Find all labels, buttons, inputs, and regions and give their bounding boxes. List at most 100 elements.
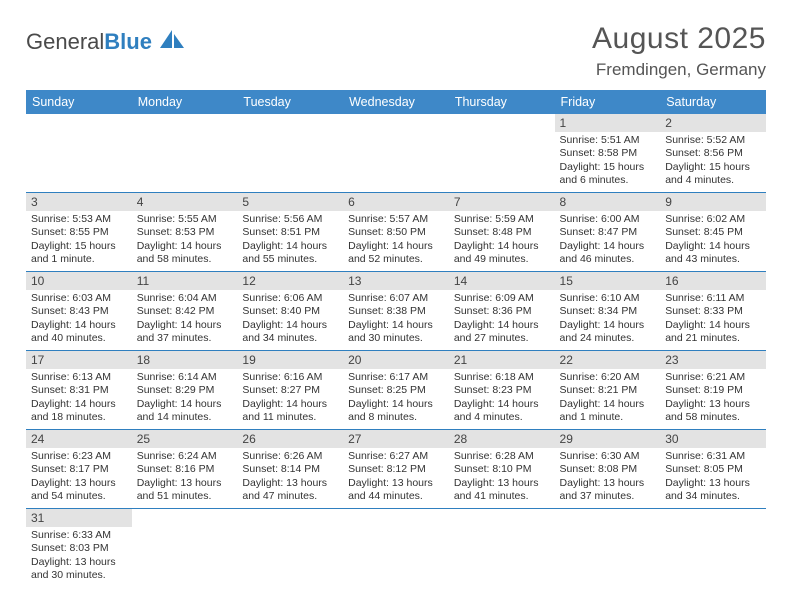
day-details: Sunrise: 6:26 AMSunset: 8:14 PMDaylight:…: [237, 448, 343, 506]
sunset-line: Sunset: 8:14 PM: [242, 463, 338, 476]
logo: GeneralBlue: [26, 28, 186, 55]
day-number: 21: [449, 351, 555, 369]
calendar-cell: 25Sunrise: 6:24 AMSunset: 8:16 PMDayligh…: [132, 430, 238, 509]
sunset-line: Sunset: 8:05 PM: [665, 463, 761, 476]
sunrise-line: Sunrise: 6:26 AM: [242, 450, 338, 463]
sunrise-line: Sunrise: 5:52 AM: [665, 134, 761, 147]
calendar-cell: 26Sunrise: 6:26 AMSunset: 8:14 PMDayligh…: [237, 430, 343, 509]
daylight-line: Daylight: 13 hours and 41 minutes.: [454, 477, 550, 504]
day-details: Sunrise: 6:07 AMSunset: 8:38 PMDaylight:…: [343, 290, 449, 348]
calendar-cell: 29Sunrise: 6:30 AMSunset: 8:08 PMDayligh…: [555, 430, 661, 509]
calendar-week-row: 3Sunrise: 5:53 AMSunset: 8:55 PMDaylight…: [26, 193, 766, 272]
daylight-line: Daylight: 14 hours and 46 minutes.: [560, 240, 656, 267]
sunset-line: Sunset: 8:50 PM: [348, 226, 444, 239]
weekday-header: Monday: [132, 90, 238, 114]
logo-text: GeneralBlue: [26, 29, 152, 55]
daylight-line: Daylight: 14 hours and 37 minutes.: [137, 319, 233, 346]
month-title: August 2025: [592, 22, 766, 56]
calendar-cell: 21Sunrise: 6:18 AMSunset: 8:23 PMDayligh…: [449, 351, 555, 430]
day-details: Sunrise: 6:13 AMSunset: 8:31 PMDaylight:…: [26, 369, 132, 427]
sunrise-line: Sunrise: 5:56 AM: [242, 213, 338, 226]
day-number: 18: [132, 351, 238, 369]
calendar-week-row: 17Sunrise: 6:13 AMSunset: 8:31 PMDayligh…: [26, 351, 766, 430]
day-number: 7: [449, 193, 555, 211]
sunrise-line: Sunrise: 6:10 AM: [560, 292, 656, 305]
day-number-blank: [449, 509, 555, 526]
day-number: 17: [26, 351, 132, 369]
day-details: Sunrise: 6:16 AMSunset: 8:27 PMDaylight:…: [237, 369, 343, 427]
logo-text-b: Blue: [104, 29, 152, 54]
sunset-line: Sunset: 8:33 PM: [665, 305, 761, 318]
sunset-line: Sunset: 8:42 PM: [137, 305, 233, 318]
sunrise-line: Sunrise: 6:28 AM: [454, 450, 550, 463]
sunset-line: Sunset: 8:29 PM: [137, 384, 233, 397]
calendar-cell: 18Sunrise: 6:14 AMSunset: 8:29 PMDayligh…: [132, 351, 238, 430]
day-number-blank: [132, 114, 238, 131]
calendar-cell: 7Sunrise: 5:59 AMSunset: 8:48 PMDaylight…: [449, 193, 555, 272]
calendar-week-row: 24Sunrise: 6:23 AMSunset: 8:17 PMDayligh…: [26, 430, 766, 509]
day-details: Sunrise: 6:04 AMSunset: 8:42 PMDaylight:…: [132, 290, 238, 348]
day-details: Sunrise: 6:11 AMSunset: 8:33 PMDaylight:…: [660, 290, 766, 348]
daylight-line: Daylight: 13 hours and 58 minutes.: [665, 398, 761, 425]
day-number-blank: [132, 509, 238, 526]
calendar-cell: 4Sunrise: 5:55 AMSunset: 8:53 PMDaylight…: [132, 193, 238, 272]
calendar-cell: [449, 114, 555, 193]
day-number-blank: [343, 114, 449, 131]
day-details: Sunrise: 6:10 AMSunset: 8:34 PMDaylight:…: [555, 290, 661, 348]
sunset-line: Sunset: 8:45 PM: [665, 226, 761, 239]
daylight-line: Daylight: 14 hours and 52 minutes.: [348, 240, 444, 267]
sunset-line: Sunset: 8:16 PM: [137, 463, 233, 476]
day-number: 31: [26, 509, 132, 527]
day-number: 19: [237, 351, 343, 369]
sunrise-line: Sunrise: 6:20 AM: [560, 371, 656, 384]
day-details: Sunrise: 5:53 AMSunset: 8:55 PMDaylight:…: [26, 211, 132, 269]
sunset-line: Sunset: 8:27 PM: [242, 384, 338, 397]
day-details: Sunrise: 6:23 AMSunset: 8:17 PMDaylight:…: [26, 448, 132, 506]
day-details: Sunrise: 6:20 AMSunset: 8:21 PMDaylight:…: [555, 369, 661, 427]
sunrise-line: Sunrise: 6:03 AM: [31, 292, 127, 305]
calendar-cell: [660, 509, 766, 588]
day-number-blank: [237, 509, 343, 526]
day-number-blank: [343, 509, 449, 526]
sunrise-line: Sunrise: 6:00 AM: [560, 213, 656, 226]
weekday-header: Wednesday: [343, 90, 449, 114]
day-details: Sunrise: 6:21 AMSunset: 8:19 PMDaylight:…: [660, 369, 766, 427]
sunrise-line: Sunrise: 6:27 AM: [348, 450, 444, 463]
daylight-line: Daylight: 14 hours and 21 minutes.: [665, 319, 761, 346]
day-details: Sunrise: 6:33 AMSunset: 8:03 PMDaylight:…: [26, 527, 132, 585]
sunset-line: Sunset: 8:48 PM: [454, 226, 550, 239]
sunrise-line: Sunrise: 6:17 AM: [348, 371, 444, 384]
calendar-cell: 2Sunrise: 5:52 AMSunset: 8:56 PMDaylight…: [660, 114, 766, 193]
day-details: Sunrise: 6:31 AMSunset: 8:05 PMDaylight:…: [660, 448, 766, 506]
day-number: 4: [132, 193, 238, 211]
day-number: 27: [343, 430, 449, 448]
calendar-cell: [343, 509, 449, 588]
sunrise-line: Sunrise: 5:53 AM: [31, 213, 127, 226]
sunrise-line: Sunrise: 6:14 AM: [137, 371, 233, 384]
day-details: Sunrise: 5:52 AMSunset: 8:56 PMDaylight:…: [660, 132, 766, 190]
day-details: Sunrise: 6:06 AMSunset: 8:40 PMDaylight:…: [237, 290, 343, 348]
day-details: Sunrise: 5:59 AMSunset: 8:48 PMDaylight:…: [449, 211, 555, 269]
day-number: 16: [660, 272, 766, 290]
calendar-cell: [449, 509, 555, 588]
day-number: 25: [132, 430, 238, 448]
sunset-line: Sunset: 8:40 PM: [242, 305, 338, 318]
daylight-line: Daylight: 15 hours and 1 minute.: [31, 240, 127, 267]
sunrise-line: Sunrise: 6:30 AM: [560, 450, 656, 463]
day-details: Sunrise: 6:14 AMSunset: 8:29 PMDaylight:…: [132, 369, 238, 427]
weekday-header: Friday: [555, 90, 661, 114]
day-number-blank: [449, 114, 555, 131]
daylight-line: Daylight: 15 hours and 6 minutes.: [560, 161, 656, 188]
daylight-line: Daylight: 14 hours and 24 minutes.: [560, 319, 656, 346]
day-details: Sunrise: 5:56 AMSunset: 8:51 PMDaylight:…: [237, 211, 343, 269]
daylight-line: Daylight: 13 hours and 37 minutes.: [560, 477, 656, 504]
calendar-cell: 1Sunrise: 5:51 AMSunset: 8:58 PMDaylight…: [555, 114, 661, 193]
calendar-cell: 23Sunrise: 6:21 AMSunset: 8:19 PMDayligh…: [660, 351, 766, 430]
calendar-cell: 11Sunrise: 6:04 AMSunset: 8:42 PMDayligh…: [132, 272, 238, 351]
sunset-line: Sunset: 8:31 PM: [31, 384, 127, 397]
logo-sail-icon: [158, 28, 186, 55]
sunrise-line: Sunrise: 6:04 AM: [137, 292, 233, 305]
daylight-line: Daylight: 13 hours and 54 minutes.: [31, 477, 127, 504]
sunrise-line: Sunrise: 6:24 AM: [137, 450, 233, 463]
day-details: Sunrise: 6:30 AMSunset: 8:08 PMDaylight:…: [555, 448, 661, 506]
